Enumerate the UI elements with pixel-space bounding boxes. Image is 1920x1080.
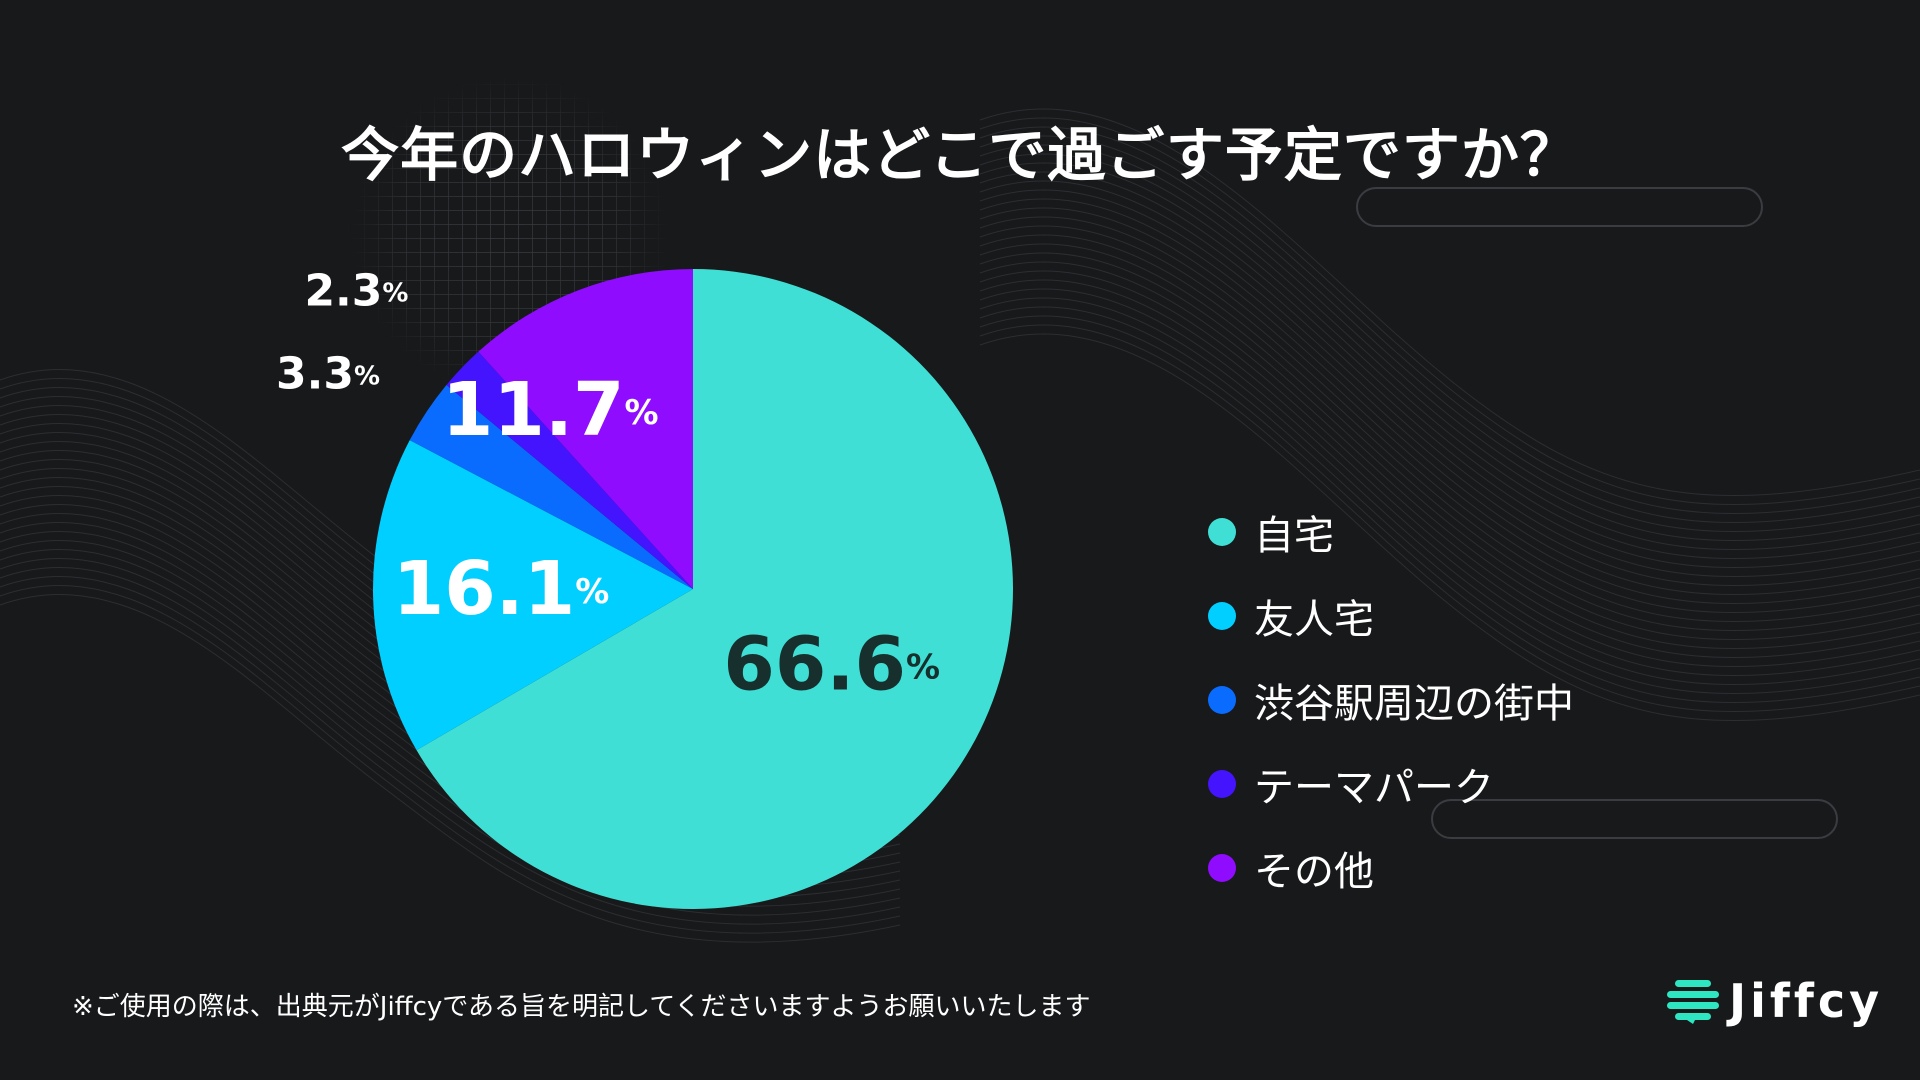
legend: 自宅友人宅渋谷駅周辺の街中 テーマパーク その他: [1208, 490, 1574, 910]
pie-slice: [446, 351, 693, 589]
brand-logo: Jiffcy: [1665, 974, 1883, 1028]
legend-swatch: [1208, 854, 1236, 882]
legend-swatch: [1208, 686, 1236, 714]
pie-chart: [372, 269, 1013, 909]
legend-item: 渋谷駅周辺の街中: [1208, 658, 1574, 742]
brand-name: Jiffcy: [1729, 974, 1884, 1028]
legend-swatch: [1208, 602, 1236, 630]
legend-item: テーマパーク: [1208, 742, 1574, 826]
slice-value-label: 3.3%: [276, 349, 380, 400]
pie-labels: 66.6% 16.1% 3.3% 2.3% 11.7%: [276, 265, 940, 707]
legend-item: 友人宅: [1208, 574, 1574, 658]
legend-swatch: [1208, 770, 1236, 798]
legend-label: 友人宅: [1254, 597, 1374, 643]
legend-item: その他: [1208, 826, 1574, 910]
legend-label: その他: [1254, 849, 1374, 895]
pie-slice: [478, 269, 693, 589]
legend-label: 渋谷駅周辺の街中: [1254, 681, 1574, 727]
legend-swatch: [1208, 518, 1236, 546]
slice-value-label: 2.3%: [304, 265, 408, 316]
chart-title: 今年のハロウィンはどこで過ごす予定ですか？: [341, 121, 1579, 189]
legend-item: 自宅: [1208, 490, 1574, 574]
slice-value-label: 66.6%: [723, 621, 940, 707]
pie-slice: [416, 269, 1013, 909]
jiffcy-logo-icon: [1667, 980, 1719, 1024]
slice-value-label: 11.7%: [442, 366, 659, 452]
pie-slice: [409, 385, 693, 589]
legend-label: 自宅: [1254, 513, 1334, 559]
slice-value-label: 16.1%: [393, 546, 610, 632]
legend-label: テーマパーク: [1254, 765, 1494, 811]
pie-slice: [372, 440, 693, 751]
source-note: ※ご使用の際は、出典元がJiffcyである旨を明記してくださいますようお願いいた…: [72, 992, 1091, 1022]
